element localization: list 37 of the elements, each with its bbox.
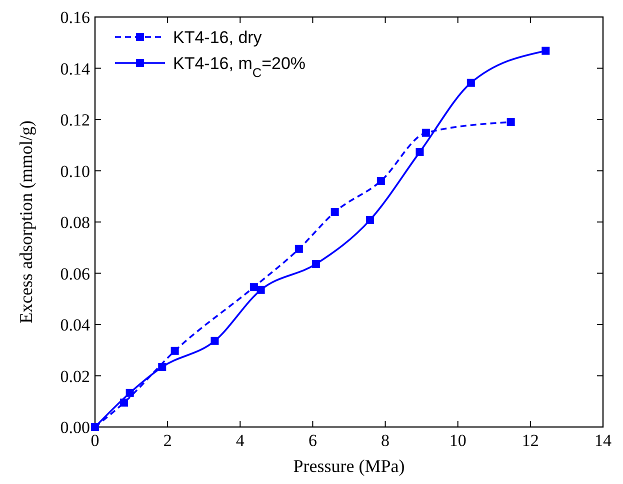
y-axis-title: Excess adsorption (mmol/g)	[16, 120, 36, 324]
y-tick-label: 0.08	[60, 213, 90, 232]
y-tick-label: 0.06	[60, 264, 90, 284]
x-tick-label: 12	[522, 431, 539, 450]
point	[250, 283, 258, 292]
y-tick-label: 0.14	[60, 59, 90, 78]
x-axis-title: Pressure (MPa)	[293, 456, 405, 476]
x-tick-label: 8	[381, 431, 390, 450]
y-tick-label: 0.00	[60, 418, 90, 437]
point	[542, 46, 550, 55]
point	[466, 78, 475, 87]
point	[256, 286, 265, 294]
x-tick-label: 0	[90, 431, 100, 450]
x-tick-label: 14	[594, 431, 612, 450]
point	[422, 128, 430, 137]
y-tick-label: 0.12	[60, 110, 90, 130]
y-tick-label: 0.04	[60, 316, 90, 334]
point	[294, 244, 303, 253]
x-tick-label: 10	[449, 431, 466, 450]
point	[158, 363, 166, 372]
point	[170, 346, 179, 355]
legend-label: KT4-16, m$_{C}$=20%	[173, 54, 306, 80]
point	[506, 118, 515, 126]
y-tick-label: 0.02	[60, 366, 90, 386]
x-tick-label: 4	[236, 431, 245, 450]
point	[210, 336, 219, 345]
point	[416, 148, 424, 156]
point	[126, 388, 134, 397]
x-tick-label: 2	[163, 431, 172, 450]
y-tick-label: 0.10	[60, 162, 90, 181]
point	[312, 260, 320, 268]
point	[366, 216, 374, 224]
point	[330, 208, 339, 216]
legend-label: KT4-16, dry	[173, 28, 262, 47]
y-tick-label: 0.16	[60, 8, 90, 27]
point	[376, 177, 385, 185]
x-tick-label: 6	[308, 431, 317, 450]
